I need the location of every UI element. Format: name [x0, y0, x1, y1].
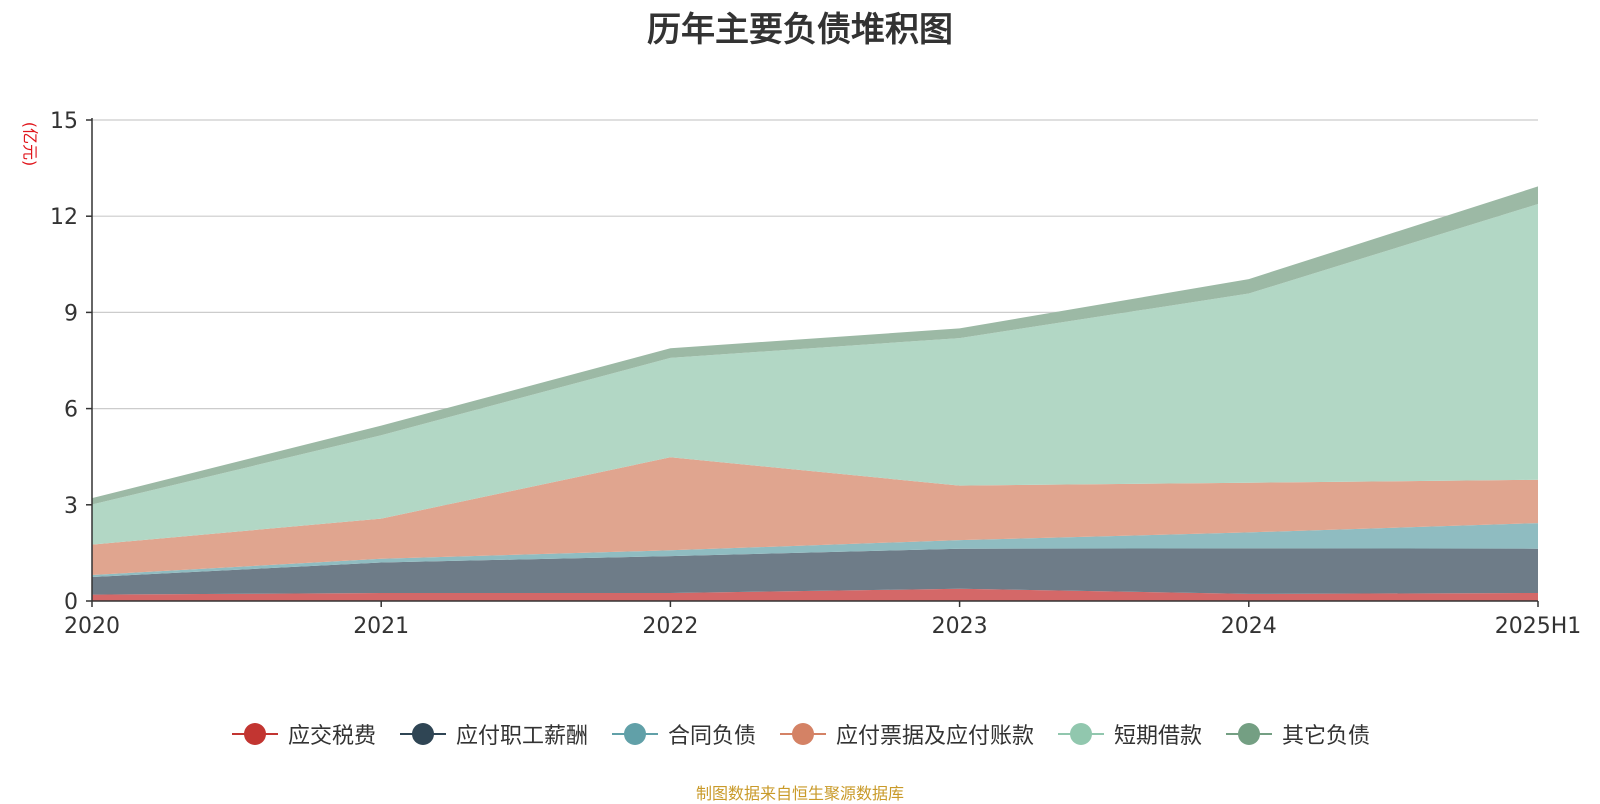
area-series-3	[92, 523, 1538, 577]
x-tick-label: 2025H1	[1495, 614, 1582, 639]
legend-item[interactable]: 应付职工薪酬	[398, 718, 588, 750]
y-tick-label: 9	[64, 301, 78, 326]
y-tick-label: 3	[64, 494, 78, 519]
x-tick-label: 2024	[1221, 614, 1277, 639]
legend-label: 其它负债	[1282, 724, 1371, 749]
legend-label: 应付票据及应付账款	[836, 724, 1035, 749]
area-series-6	[92, 186, 1538, 505]
legend-item[interactable]: 合同负债	[610, 718, 756, 750]
legend-label: 合同负债	[667, 724, 756, 749]
legend-item[interactable]: 应交税费	[230, 718, 376, 750]
legend-item[interactable]: 短期借款	[1056, 718, 1202, 750]
stacked-areas	[92, 186, 1538, 601]
axes: 0 3 6 9 12 15 2020 2021 2022 2023 2024 2025H1	[50, 109, 1581, 639]
unit-text: (亿元)	[20, 121, 39, 167]
area-series-2	[92, 548, 1538, 595]
legend-label: 短期借款	[1114, 724, 1203, 749]
area-series-1	[92, 588, 1538, 601]
area-series-5	[92, 204, 1538, 545]
chart-title: 历年主要负债堆积图	[647, 10, 953, 50]
y-tick-label: 0	[64, 590, 78, 615]
legend-swatch-icon	[1058, 723, 1105, 745]
source-note: 制图数据来自恒生聚源数据库	[695, 784, 904, 803]
x-tick-label: 2021	[353, 614, 409, 639]
legend-swatch-icon	[780, 723, 826, 745]
legend-swatch-icon	[231, 723, 278, 745]
area-series-4	[92, 457, 1538, 575]
legend-label: 应交税费	[287, 724, 376, 749]
y-tick-label: 12	[50, 205, 78, 230]
legend-label: 应付职工薪酬	[455, 724, 588, 749]
y-tick-label: 15	[50, 109, 78, 134]
y-axis-unit-label: (亿元)	[8, 117, 54, 171]
legend-item[interactable]: 其它负债	[1224, 718, 1370, 750]
x-tick-label: 2022	[642, 614, 698, 639]
legend-swatch-icon	[1226, 723, 1273, 745]
legend-swatch-icon	[399, 723, 446, 745]
legend-swatch-icon	[611, 723, 658, 745]
y-tick-label: 6	[64, 398, 78, 423]
legend-item[interactable]: 应付票据及应付账款	[778, 718, 1034, 750]
x-tick-label: 2020	[64, 614, 120, 639]
x-tick-label: 2023	[932, 614, 988, 639]
legend: 应交税费 应付职工薪酬 合同负债 应付票据及应付账款 短期借款 其它负债	[0, 718, 1600, 750]
